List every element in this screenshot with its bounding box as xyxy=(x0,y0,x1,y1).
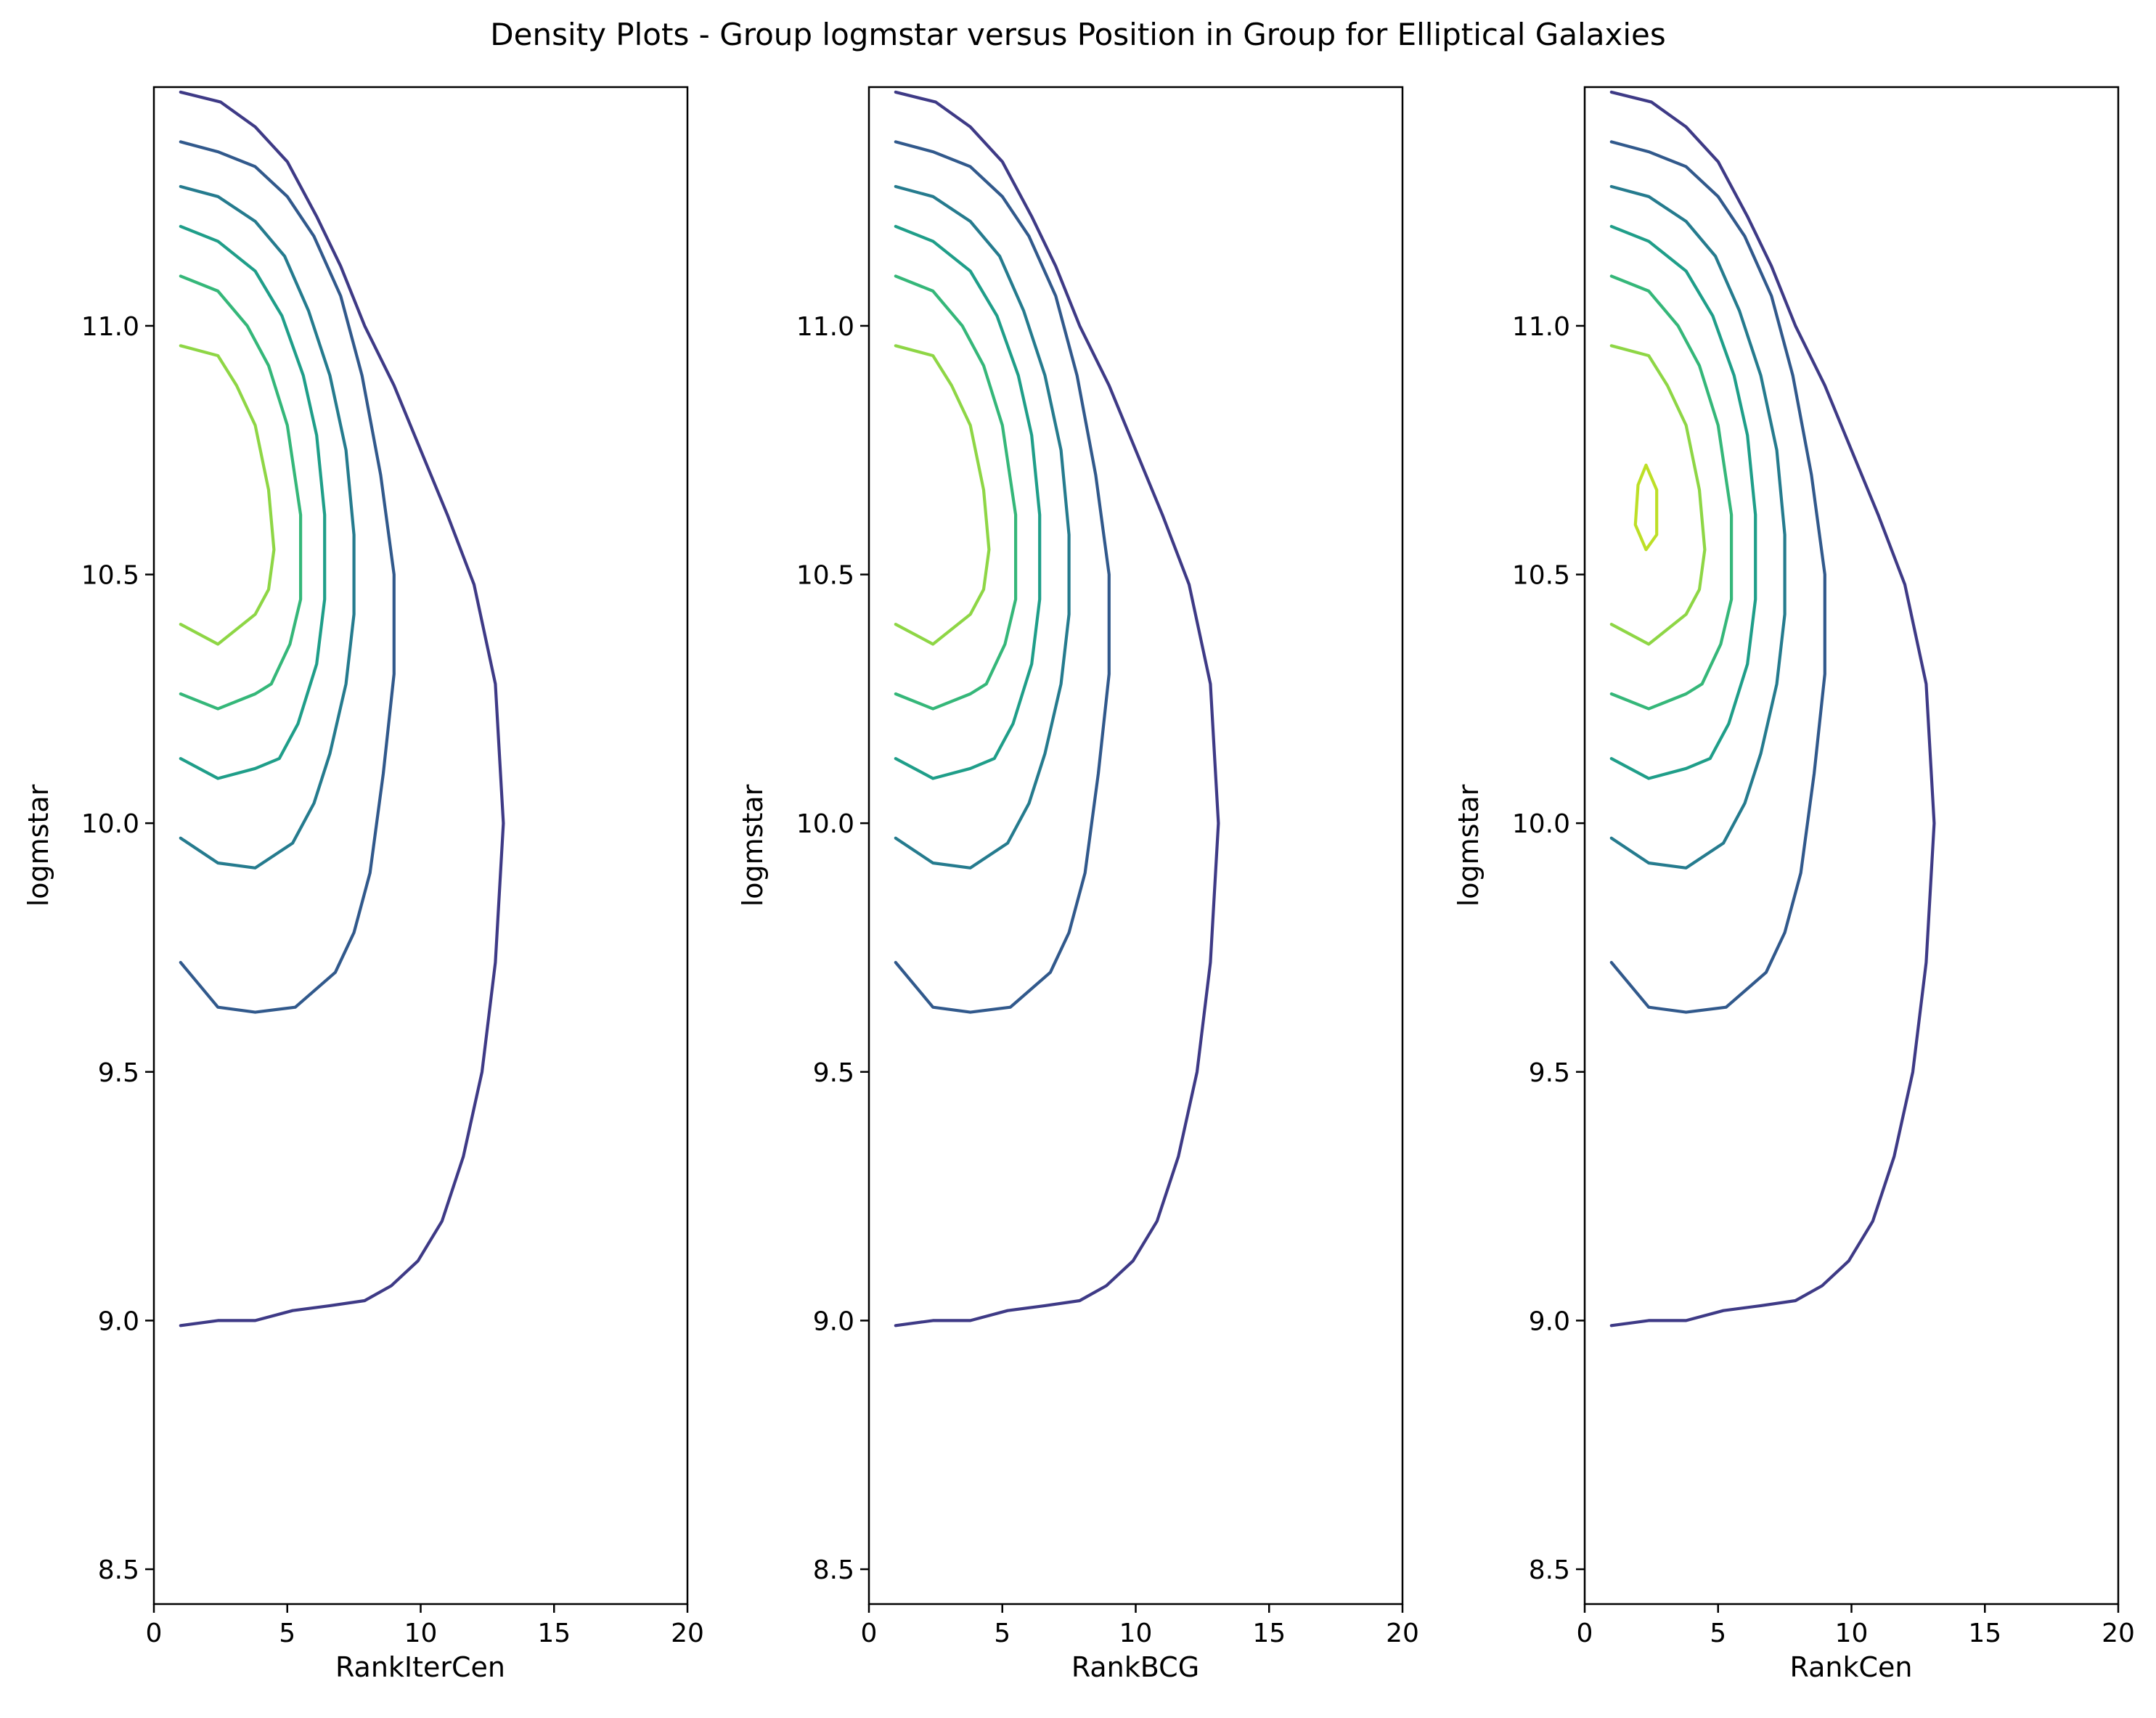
x-tick-label: 0 xyxy=(1577,1619,1593,1648)
x-axis-label: RankBCG xyxy=(1071,1651,1199,1683)
x-axis-ticks: 0 5 10 15 20 xyxy=(861,1604,1419,1648)
y-axis-label: logmstar xyxy=(737,784,769,907)
x-tick-label: 10 xyxy=(404,1619,438,1648)
y-axis-ticks: 8.5 9.0 9.5 10.0 10.5 11.0 xyxy=(81,312,154,1585)
contour-level-5 xyxy=(1609,274,1734,711)
contour-level-1 xyxy=(894,90,1220,1328)
x-tick-label: 0 xyxy=(861,1619,878,1648)
x-tick-label: 20 xyxy=(1386,1619,1419,1648)
x-axis-label: RankIterCen xyxy=(335,1651,505,1683)
y-tick-label: 9.5 xyxy=(1529,1058,1570,1088)
contour-level-5 xyxy=(179,274,303,711)
plot-frame xyxy=(1583,86,2120,1605)
y-tick-label: 10.0 xyxy=(796,809,854,839)
plot-panel-rankcen: 0 5 10 15 20 8.5 9.0 9.5 10.0 10.5 11.0 RankCen l… xyxy=(1453,86,2135,1683)
plot-frame xyxy=(867,86,1404,1605)
y-tick-label: 11.0 xyxy=(81,312,139,342)
contour-lines xyxy=(894,90,1220,1328)
contour-level-4 xyxy=(894,224,1042,780)
y-tick-label: 9.0 xyxy=(813,1306,854,1336)
plot-panel-rankitercen: 0 5 10 15 20 8.5 9.0 9.5 10.0 10.5 11.0 RankIterC… xyxy=(23,86,704,1683)
x-tick-label: 15 xyxy=(1968,1619,2001,1648)
contour-level-2 xyxy=(179,140,396,1014)
contour-level-3 xyxy=(894,184,1071,870)
contour-level-1 xyxy=(179,90,505,1328)
x-tick-label: 0 xyxy=(146,1619,163,1648)
x-tick-label: 15 xyxy=(1252,1619,1286,1648)
plot-frame xyxy=(152,86,689,1605)
contour-level-7 xyxy=(1633,463,1659,552)
y-tick-label: 10.5 xyxy=(81,561,139,591)
contour-level-5 xyxy=(894,274,1018,711)
x-tick-label: 20 xyxy=(2102,1619,2135,1648)
contour-level-2 xyxy=(894,140,1111,1014)
contour-lines xyxy=(179,90,505,1328)
y-tick-label: 11.0 xyxy=(796,312,854,342)
x-tick-label: 10 xyxy=(1119,1619,1153,1648)
y-tick-label: 10.5 xyxy=(1512,561,1570,591)
y-axis-ticks: 8.5 9.0 9.5 10.0 10.5 11.0 xyxy=(796,312,869,1585)
contour-level-2 xyxy=(1609,140,1826,1014)
y-tick-label: 10.5 xyxy=(796,561,854,591)
contour-level-3 xyxy=(1609,184,1787,870)
y-axis-label: logmstar xyxy=(23,784,54,907)
x-tick-label: 5 xyxy=(994,1619,1010,1648)
contour-level-3 xyxy=(179,184,356,870)
plot-panel-rankbcg: 0 5 10 15 20 8.5 9.0 9.5 10.0 10.5 11.0 RankBCG l… xyxy=(737,86,1419,1683)
y-tick-label: 8.5 xyxy=(813,1555,854,1585)
y-tick-label: 9.5 xyxy=(813,1058,854,1088)
y-tick-label: 8.5 xyxy=(98,1555,139,1585)
y-tick-label: 10.0 xyxy=(81,809,139,839)
y-tick-label: 9.0 xyxy=(1529,1306,1570,1336)
x-axis-ticks: 0 5 10 15 20 xyxy=(1577,1604,2135,1648)
y-tick-label: 10.0 xyxy=(1512,809,1570,839)
y-axis-label: logmstar xyxy=(1453,784,1485,907)
contour-lines xyxy=(1609,90,1936,1328)
x-axis-label: RankCen xyxy=(1790,1651,1913,1683)
x-tick-label: 10 xyxy=(1835,1619,1869,1648)
y-tick-label: 8.5 xyxy=(1529,1555,1570,1585)
contour-level-4 xyxy=(1609,224,1757,780)
contour-level-6 xyxy=(894,344,991,646)
y-tick-label: 9.0 xyxy=(98,1306,139,1336)
x-tick-label: 15 xyxy=(537,1619,571,1648)
x-axis-ticks: 0 5 10 15 20 xyxy=(146,1604,704,1648)
x-tick-label: 5 xyxy=(279,1619,295,1648)
contour-level-6 xyxy=(179,344,276,646)
x-tick-label: 20 xyxy=(671,1619,704,1648)
contour-level-4 xyxy=(179,224,327,780)
contour-level-1 xyxy=(1609,90,1936,1328)
figure-title: Density Plots - Group logmstar versus Po… xyxy=(490,17,1665,52)
y-tick-label: 9.5 xyxy=(98,1058,139,1088)
y-tick-label: 11.0 xyxy=(1512,312,1570,342)
y-axis-ticks: 8.5 9.0 9.5 10.0 10.5 11.0 xyxy=(1512,312,1585,1585)
contour-level-6 xyxy=(1609,344,1707,646)
x-tick-label: 5 xyxy=(1710,1619,1726,1648)
